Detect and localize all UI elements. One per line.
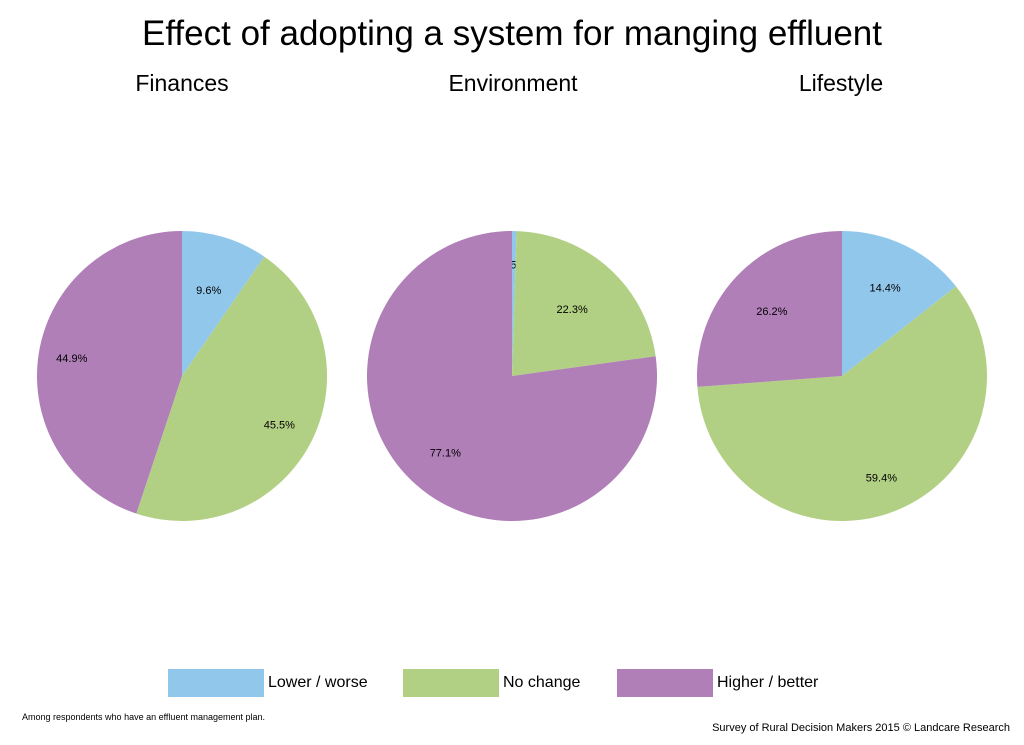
pie-slice-environment-nochange xyxy=(512,231,656,376)
pie-slice-lifestyle-lower xyxy=(842,231,957,376)
data-label-finances-nochange: 45.5% xyxy=(264,419,295,431)
data-label-environment-nochange: 22.3% xyxy=(557,304,588,316)
chart-title: Effect of adopting a system for manging … xyxy=(142,14,882,53)
pie-slice-environment-higher xyxy=(366,231,657,521)
pie-slice-finances-nochange xyxy=(136,256,328,522)
pie-slice-lifestyle-higher xyxy=(697,231,842,387)
data-label-finances-lower: 9.6% xyxy=(196,285,221,297)
pie-title-environment: Environment xyxy=(448,70,578,96)
pie-slice-environment-lower xyxy=(512,231,517,376)
legend-swatch-nochange xyxy=(403,669,499,697)
data-label-environment-higher: 77.1% xyxy=(430,448,461,460)
legend-label-higher: Higher / better xyxy=(717,674,819,691)
pie-title-finances: Finances xyxy=(135,70,229,96)
footnote-source: Survey of Rural Decision Makers 2015 © L… xyxy=(712,722,1010,734)
data-label-lifestyle-nochange: 59.4% xyxy=(866,472,897,484)
legend-swatch-lower xyxy=(168,669,264,697)
data-label-lifestyle-lower: 14.4% xyxy=(869,282,900,294)
pie-slice-finances-lower xyxy=(182,231,265,376)
pie-charts: 9.6%45.5%44.9%0.5%22.3%77.1%14.4%59.4%26… xyxy=(36,231,988,522)
pie-title-lifestyle: Lifestyle xyxy=(798,70,884,96)
data-label-lifestyle-higher: 26.2% xyxy=(756,306,787,318)
legend: Lower / worse No change Higher / better xyxy=(0,669,1024,699)
legend-swatch-higher xyxy=(617,669,713,697)
legend-label-nochange: No change xyxy=(503,674,581,691)
footnote-sample: Among respondents who have an effluent m… xyxy=(22,712,265,722)
pie-slice-lifestyle-nochange xyxy=(697,286,988,521)
data-label-finances-higher: 44.9% xyxy=(56,353,87,365)
pie-slice-finances-higher xyxy=(36,231,182,514)
legend-label-lower: Lower / worse xyxy=(268,674,368,691)
